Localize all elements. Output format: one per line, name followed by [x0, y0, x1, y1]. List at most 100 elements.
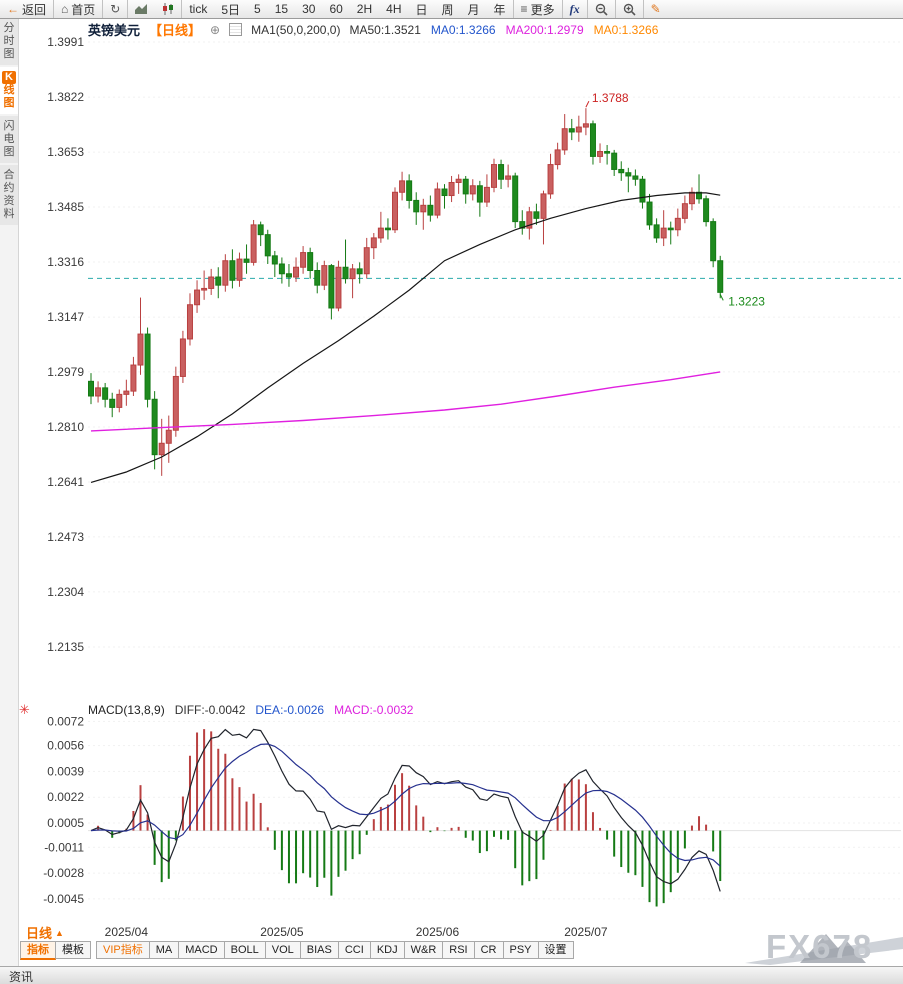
- refresh-button[interactable]: ↻: [103, 0, 129, 18]
- period-15m-button[interactable]: 15: [268, 0, 295, 18]
- period-5d-button[interactable]: 5日: [214, 0, 247, 18]
- tab-template[interactable]: 模板: [56, 941, 91, 959]
- ma50-line: [90, 192, 721, 483]
- tab-news[interactable]: 资讯: [9, 969, 34, 984]
- period-2h-button[interactable]: 2H: [350, 0, 379, 18]
- tab-rsi[interactable]: RSI: [443, 941, 475, 959]
- zoom-in-icon: [623, 3, 636, 16]
- tab-char: 电: [3, 133, 15, 145]
- toolbar-label: tick: [189, 2, 208, 16]
- tab-wr[interactable]: W&R: [404, 941, 444, 959]
- tab-settings[interactable]: 设置: [538, 941, 574, 959]
- toolbar-label: 4H: [386, 2, 402, 16]
- period-60m-button[interactable]: 60: [322, 0, 349, 18]
- add-indicator-icon[interactable]: ⊕: [210, 22, 221, 37]
- tab-char: 图: [3, 48, 15, 60]
- tab-kdj[interactable]: KDJ: [370, 941, 405, 959]
- toolbar-label: 月: [467, 2, 480, 17]
- zoom-out-button[interactable]: [588, 0, 616, 18]
- tab-char: 料: [3, 208, 15, 220]
- tab-boll[interactable]: BOLL: [224, 941, 266, 959]
- home-icon: ⌂: [61, 2, 69, 16]
- candle-chart-icon: [162, 3, 174, 15]
- annotation-arrow: [719, 294, 724, 301]
- annotation-high: 1.3788: [592, 91, 629, 105]
- macd-histogram: [97, 729, 722, 907]
- toolbar-label: 5日: [221, 2, 241, 17]
- tab-char: 资: [3, 195, 15, 207]
- tab-vol[interactable]: VOL: [265, 941, 301, 959]
- tab-time-chart[interactable]: 分时图: [0, 18, 18, 65]
- candle-chart-button[interactable]: [155, 0, 183, 18]
- period-day-button[interactable]: 日: [408, 0, 434, 18]
- period-tag: 【日线】: [149, 23, 202, 38]
- toolbar-label: 周: [441, 2, 454, 17]
- tab-cr[interactable]: CR: [474, 941, 504, 959]
- period-tick-button[interactable]: tick: [182, 0, 214, 18]
- top-toolbar: ← 返回 ⌂ 首页 ↻ tick 5日 5 15 30 60 2H 4H 日周月年 ≡ 更多 fx ✎: [0, 0, 903, 19]
- ma-value: MA200:1.2979: [505, 22, 584, 37]
- price-axis: 1.3991 1.3822 1.3653 1.3485 1.3316 1.3147 1.29…: [47, 35, 901, 654]
- tab-macd[interactable]: MACD: [179, 941, 225, 959]
- period-month-button[interactable]: 月: [461, 0, 487, 18]
- period-dropdown[interactable]: 日线 ▲: [26, 923, 64, 942]
- tab-psy[interactable]: PSY: [503, 941, 539, 959]
- bottom-statusbar: 资讯: [0, 966, 903, 984]
- period-5m-button[interactable]: 5: [247, 0, 268, 18]
- tab-indicator[interactable]: 指标: [20, 941, 56, 960]
- toolbar-label: 首页: [71, 2, 96, 17]
- svg-text:1.3485: 1.3485: [47, 200, 84, 214]
- fx-button[interactable]: fx: [563, 0, 588, 18]
- period-4h-button[interactable]: 4H: [379, 0, 408, 18]
- period-week-button[interactable]: 周: [435, 0, 461, 18]
- home-button[interactable]: ⌂ 首页: [54, 0, 104, 18]
- toolbar-label: 5: [254, 2, 261, 16]
- ma200-line: [90, 371, 721, 432]
- svg-text:1.2810: 1.2810: [47, 420, 84, 434]
- symbol-name: 英镑美元: [88, 23, 141, 38]
- ma-value: MA0:1.3266: [430, 22, 496, 37]
- svg-text:2025/05: 2025/05: [260, 925, 304, 939]
- more-button[interactable]: ≡ 更多: [514, 0, 563, 18]
- macd-values: DIFF:-0.0042 DEA:-0.0026 MACD:-0.0032: [175, 703, 424, 717]
- back-button[interactable]: ← 返回: [0, 0, 55, 18]
- zoom-in-button[interactable]: [616, 0, 644, 18]
- toolbar-label: fx: [569, 1, 580, 16]
- tab-ma[interactable]: MA: [149, 941, 180, 959]
- tab-char: 分: [3, 22, 15, 34]
- tab-char: K: [2, 71, 16, 84]
- tab-lightning-chart[interactable]: 闪电图: [0, 116, 18, 163]
- tab-char: 线: [3, 84, 15, 96]
- toolbar-label: 更多: [530, 2, 555, 17]
- toolbar-label: 60: [329, 2, 343, 16]
- toolbar-label: 返回: [22, 2, 47, 17]
- indicator-settings-icon[interactable]: ✳: [19, 702, 30, 717]
- chart-header: 英镑美元 【日线】 ⊕ MA1(50,0,200,0) MA50:1.3521 M…: [88, 20, 668, 39]
- svg-text:1.2641: 1.2641: [47, 475, 84, 489]
- svg-text:2025/06: 2025/06: [416, 925, 460, 939]
- tab-contract-info[interactable]: 合约资料: [0, 165, 18, 225]
- watermark-graphic: [745, 934, 903, 965]
- ma-config-icon[interactable]: [229, 23, 243, 36]
- tab-char: 约: [3, 182, 15, 194]
- draw-button[interactable]: ✎: [644, 0, 668, 18]
- tab-char: 闪: [3, 120, 15, 132]
- macd-value: DIFF:-0.0042: [174, 703, 246, 717]
- period-year-button[interactable]: 年: [487, 0, 514, 18]
- macd-value: DEA:-0.0026: [255, 703, 325, 717]
- ma-values: MA50:1.3521 MA0:1.3266 MA200:1.2979 MA0:1.3…: [349, 23, 668, 37]
- tab-char: 图: [3, 146, 15, 158]
- chart-canvas[interactable]: 1.3991 1.3822 1.3653 1.3485 1.3316 1.3147 1.29…: [18, 18, 903, 965]
- tab-cci[interactable]: CCI: [338, 941, 371, 959]
- tab-vip-indicator[interactable]: VIP指标: [96, 941, 150, 959]
- period-30m-button[interactable]: 30: [295, 0, 322, 18]
- macd-value: MACD:-0.0032: [334, 703, 414, 717]
- area-chart-button[interactable]: [128, 0, 155, 18]
- tab-bias[interactable]: BIAS: [300, 941, 339, 959]
- annotation-arrow: [585, 100, 590, 108]
- svg-text:-0.0028: -0.0028: [43, 866, 84, 880]
- back-arrow-icon: ←: [7, 2, 19, 16]
